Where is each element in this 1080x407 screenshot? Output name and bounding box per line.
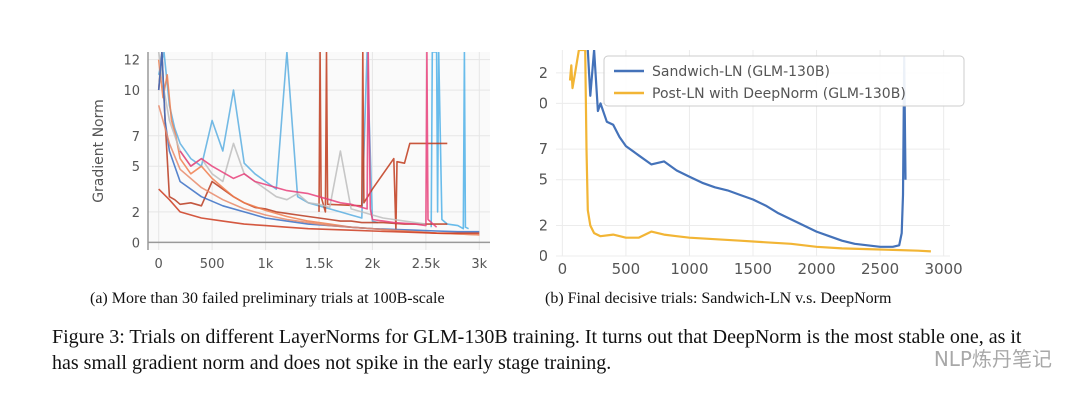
series-group — [568, 50, 931, 253]
panel-a: 0 500 1k 1.5k 2k 2.5k 3k 0 2 5 7 10 12 Gradient Norm — [0, 0, 540, 290]
x-tick-label: 1.5k — [305, 257, 334, 272]
y-axis-label: Gradient Norm — [91, 99, 107, 203]
x-tick-label: 3000 — [925, 260, 963, 278]
figure-caption: Figure 3: Trials on different LayerNorms… — [52, 326, 1022, 374]
x-tick-label: 1k — [258, 257, 274, 272]
series-line-0 — [586, 50, 907, 248]
y-tick-label: 12 — [123, 54, 140, 69]
x-tick-label: 2000 — [797, 260, 835, 278]
x-tick-label: 1000 — [670, 260, 708, 278]
x-tick-label: 2500 — [861, 260, 899, 278]
series-group — [157, 52, 480, 236]
legend-label: Sandwich-LN (GLM-130B) — [652, 64, 830, 80]
series-line-1 — [430, 52, 469, 230]
legend-box — [603, 55, 965, 107]
y-tick-label: 0 — [540, 247, 548, 265]
series-line-6 — [179, 52, 438, 228]
y-tick-label: 10 — [123, 84, 140, 99]
x-tick-label: 1500 — [734, 260, 772, 278]
x-tick-label: 0 — [155, 257, 163, 272]
y-tick-label: 7 — [132, 130, 140, 145]
x-tick-label: 0 — [558, 260, 568, 278]
series-line-7 — [157, 52, 480, 233]
x-tick-label: 500 — [200, 257, 225, 272]
series-line-1 — [568, 50, 931, 253]
y-tick-label: 2 — [540, 216, 548, 234]
x-tick-label: 3k — [471, 257, 487, 272]
x-tick-label: 2k — [365, 257, 381, 272]
legend-label: Post-LN with DeepNorm (GLM-130B) — [652, 86, 906, 102]
caption-a: (a) More than 30 failed preliminary tria… — [90, 290, 445, 307]
y-tick-label: 5 — [540, 171, 548, 189]
y-tick-label: 0 — [132, 236, 140, 251]
y-tick-label: 12 — [540, 64, 548, 82]
series-line-9 — [158, 188, 480, 234]
x-tick-label: 2.5k — [412, 257, 441, 272]
y-tick-label: 7 — [540, 140, 548, 158]
y-tick-label: 2 — [132, 206, 140, 221]
series-line-0 — [157, 52, 379, 224]
series-line-3 — [318, 52, 448, 231]
chart-a: 0 500 1k 1.5k 2k 2.5k 3k 0 2 5 7 10 12 Gradient Norm — [91, 52, 490, 272]
panel-b: 05001000150020002500300002571012Gradient… — [493, 0, 1080, 290]
watermark: NLP炼丹笔记 — [933, 347, 1052, 371]
chart-b: 05001000150020002500300002571012Gradient… — [493, 50, 965, 278]
caption-b: (b) Final decisive trials: Sandwich-LN v… — [545, 290, 892, 307]
y-tick-label: 10 — [540, 94, 548, 112]
y-tick-label: 5 — [132, 160, 140, 175]
x-tick-label: 500 — [612, 260, 641, 278]
